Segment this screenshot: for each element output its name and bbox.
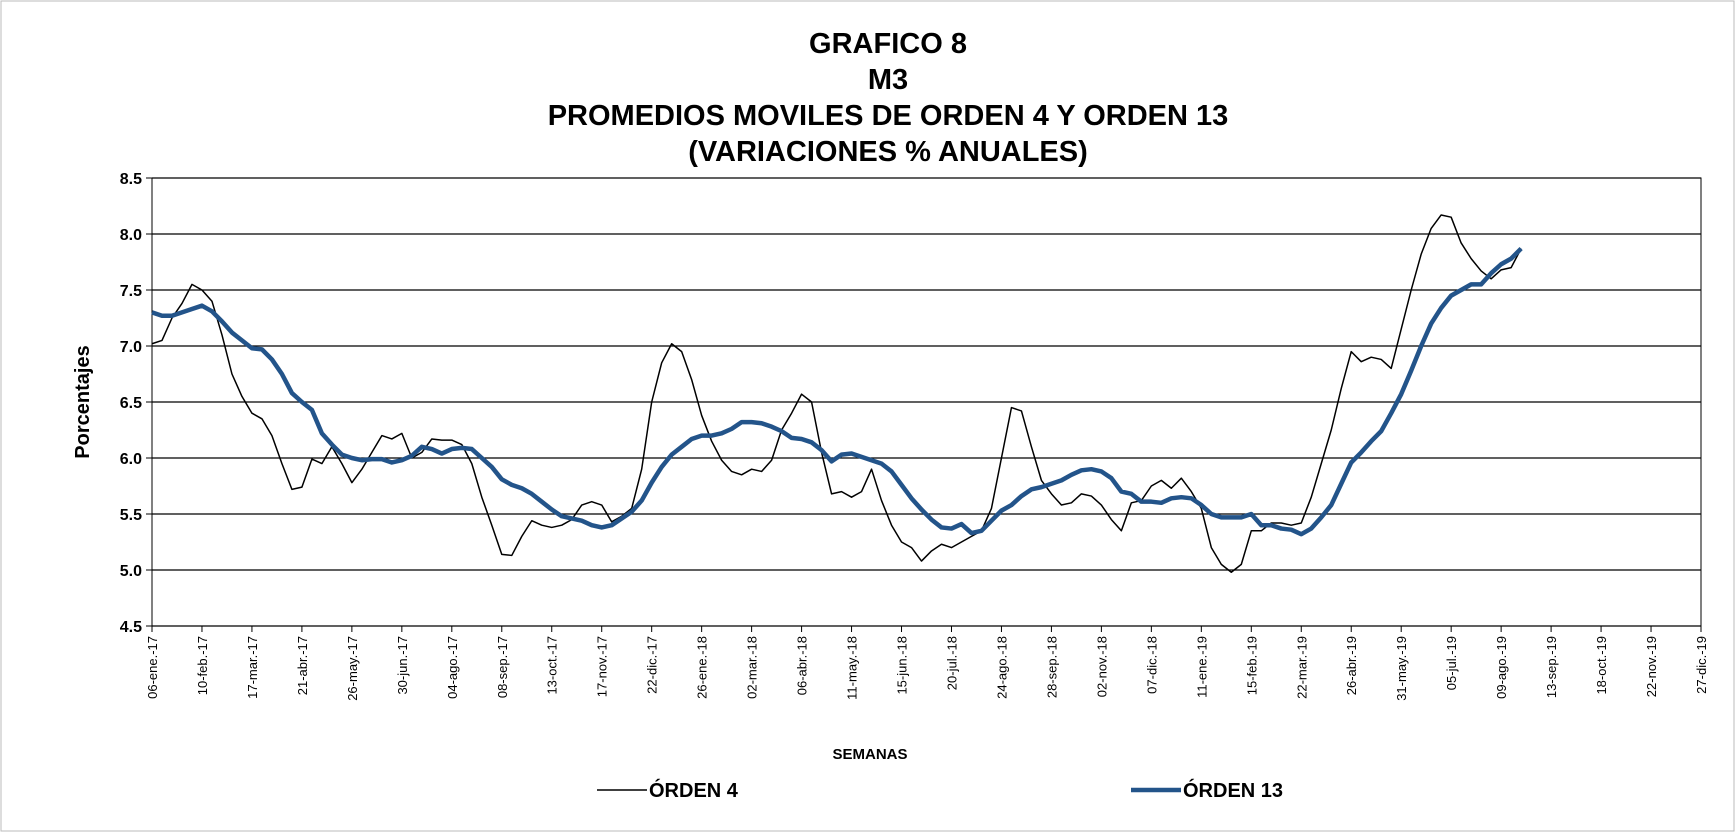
series-line [151, 214, 1522, 573]
x-tick-label: 31-may.-19 [1394, 636, 1409, 701]
x-tick-label: 13-oct.-17 [545, 636, 560, 695]
x-tick-label: 15-feb.-19 [1244, 636, 1259, 695]
x-tick-label: 06-abr.-18 [795, 636, 810, 695]
x-tick-label: 05-jul.-19 [1444, 636, 1459, 690]
x-tick-label: 30-jun.-17 [395, 636, 410, 695]
x-tick-label: 22-nov.-19 [1644, 636, 1659, 697]
x-tick-label: 26-abr.-19 [1344, 636, 1359, 695]
x-tick-label: 26-may.-17 [345, 636, 360, 701]
y-axis-label: Porcentajes [72, 345, 94, 458]
x-tick-label: 11-ene.-19 [1194, 636, 1209, 698]
x-tick-label: 27-dic.-19 [1694, 636, 1709, 694]
x-tick-label: 02-mar.-18 [745, 636, 760, 699]
y-tick-label: 8.5 [120, 171, 142, 188]
x-tick-label: 17-mar.-17 [245, 636, 260, 699]
x-tick-label: 15-jun.-18 [895, 636, 910, 695]
y-tick-label: 7.0 [120, 339, 142, 356]
x-tick-label: 13-sep.-19 [1544, 636, 1559, 698]
x-tick-label: 20-jul.-18 [944, 636, 959, 690]
y-tick-label: 7.5 [120, 283, 142, 300]
x-tick-label: 28-sep.-18 [1044, 636, 1059, 698]
x-tick-label: 04-ago.-17 [445, 636, 460, 699]
y-tick-label: 8.0 [120, 227, 142, 244]
x-tick-label: 22-mar.-19 [1294, 636, 1309, 699]
x-tick-label: 07-dic.-18 [1144, 636, 1159, 694]
legend-label: ÓRDEN 4 [649, 778, 739, 802]
x-tick-label: 08-sep.-17 [495, 636, 510, 698]
x-tick-label: 26-ene.-18 [695, 636, 710, 699]
y-tick-label: 5.5 [120, 507, 142, 524]
y-tick-label: 6.5 [120, 395, 142, 412]
x-tick-label: 09-ago.-19 [1494, 636, 1509, 699]
chart-title: M3 [868, 64, 908, 96]
x-axis-label: SEMANAS [832, 746, 907, 763]
y-tick-label: 6.0 [120, 451, 142, 468]
y-tick-label: 5.0 [120, 563, 142, 580]
x-tick-label: 11-may.-18 [845, 636, 860, 700]
x-tick-label: 21-abr.-17 [295, 636, 310, 695]
y-tick-label: 4.5 [120, 619, 142, 636]
chart-title: GRAFICO 8 [809, 28, 967, 60]
x-tick-label: 24-ago.-18 [994, 636, 1009, 699]
x-tick-label: 10-feb.-17 [195, 636, 210, 695]
chart-title: PROMEDIOS MOVILES DE ORDEN 4 Y ORDEN 13 [548, 100, 1229, 132]
x-tick-label: 22-dic.-17 [645, 636, 660, 694]
x-tick-label: 17-nov.-17 [595, 636, 610, 697]
x-tick-label: 06-ene.-17 [145, 636, 160, 699]
legend-label: ÓRDEN 13 [1183, 778, 1283, 802]
x-tick-label: 02-nov.-18 [1094, 636, 1109, 697]
series-line [151, 246, 1523, 537]
x-tick-label: 18-oct.-19 [1594, 636, 1609, 695]
chart-title: (VARIACIONES % ANUALES) [688, 136, 1088, 168]
